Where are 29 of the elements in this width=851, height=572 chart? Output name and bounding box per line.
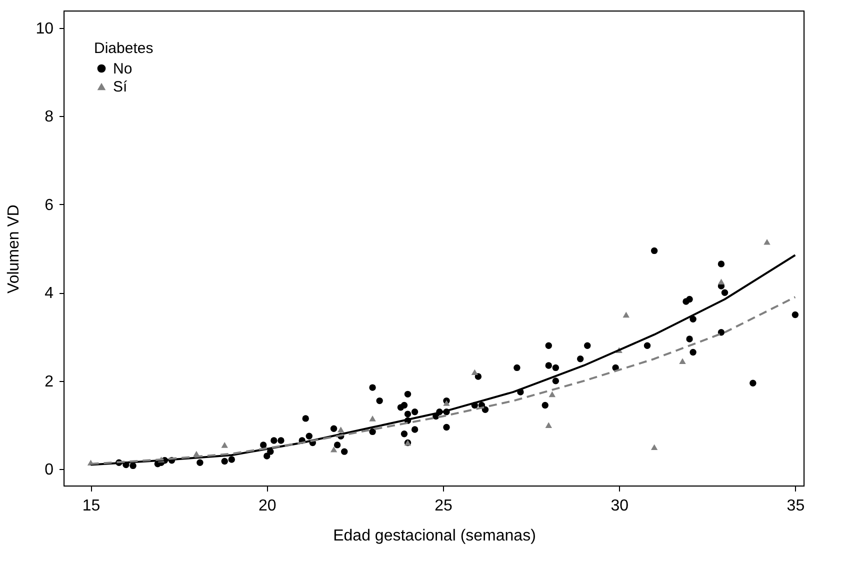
legend-title: Diabetes [94, 40, 154, 57]
x-tick-label: 35 [786, 498, 805, 514]
point [330, 446, 338, 452]
x-tick-label: 30 [610, 498, 629, 514]
point [545, 422, 552, 428]
point [337, 426, 344, 432]
point [221, 442, 228, 448]
point [443, 400, 450, 406]
y-tick-label: 6 [44, 196, 54, 214]
y-tick-label: 8 [44, 108, 54, 126]
point [679, 358, 686, 364]
y-axis-title: Volumen VD [6, 204, 23, 294]
point [718, 278, 725, 285]
point [622, 312, 630, 318]
point [369, 416, 376, 422]
legend-label: No [113, 60, 132, 78]
x-tick-label: 25 [434, 498, 452, 514]
y-tick-label: 10 [36, 20, 54, 38]
y-tick-label: 2 [44, 373, 54, 390]
x-tick-label: 20 [258, 498, 276, 514]
legend-label: Sí [113, 78, 128, 96]
y-tick-label: 4 [44, 285, 54, 302]
point [548, 391, 556, 398]
point [650, 444, 658, 450]
x-axis-title: Edad gestacional (semanas) [333, 528, 536, 544]
y-tick-label: 0 [44, 462, 54, 479]
point [471, 369, 478, 376]
x-tick-label: 15 [82, 498, 100, 514]
point [764, 238, 770, 245]
